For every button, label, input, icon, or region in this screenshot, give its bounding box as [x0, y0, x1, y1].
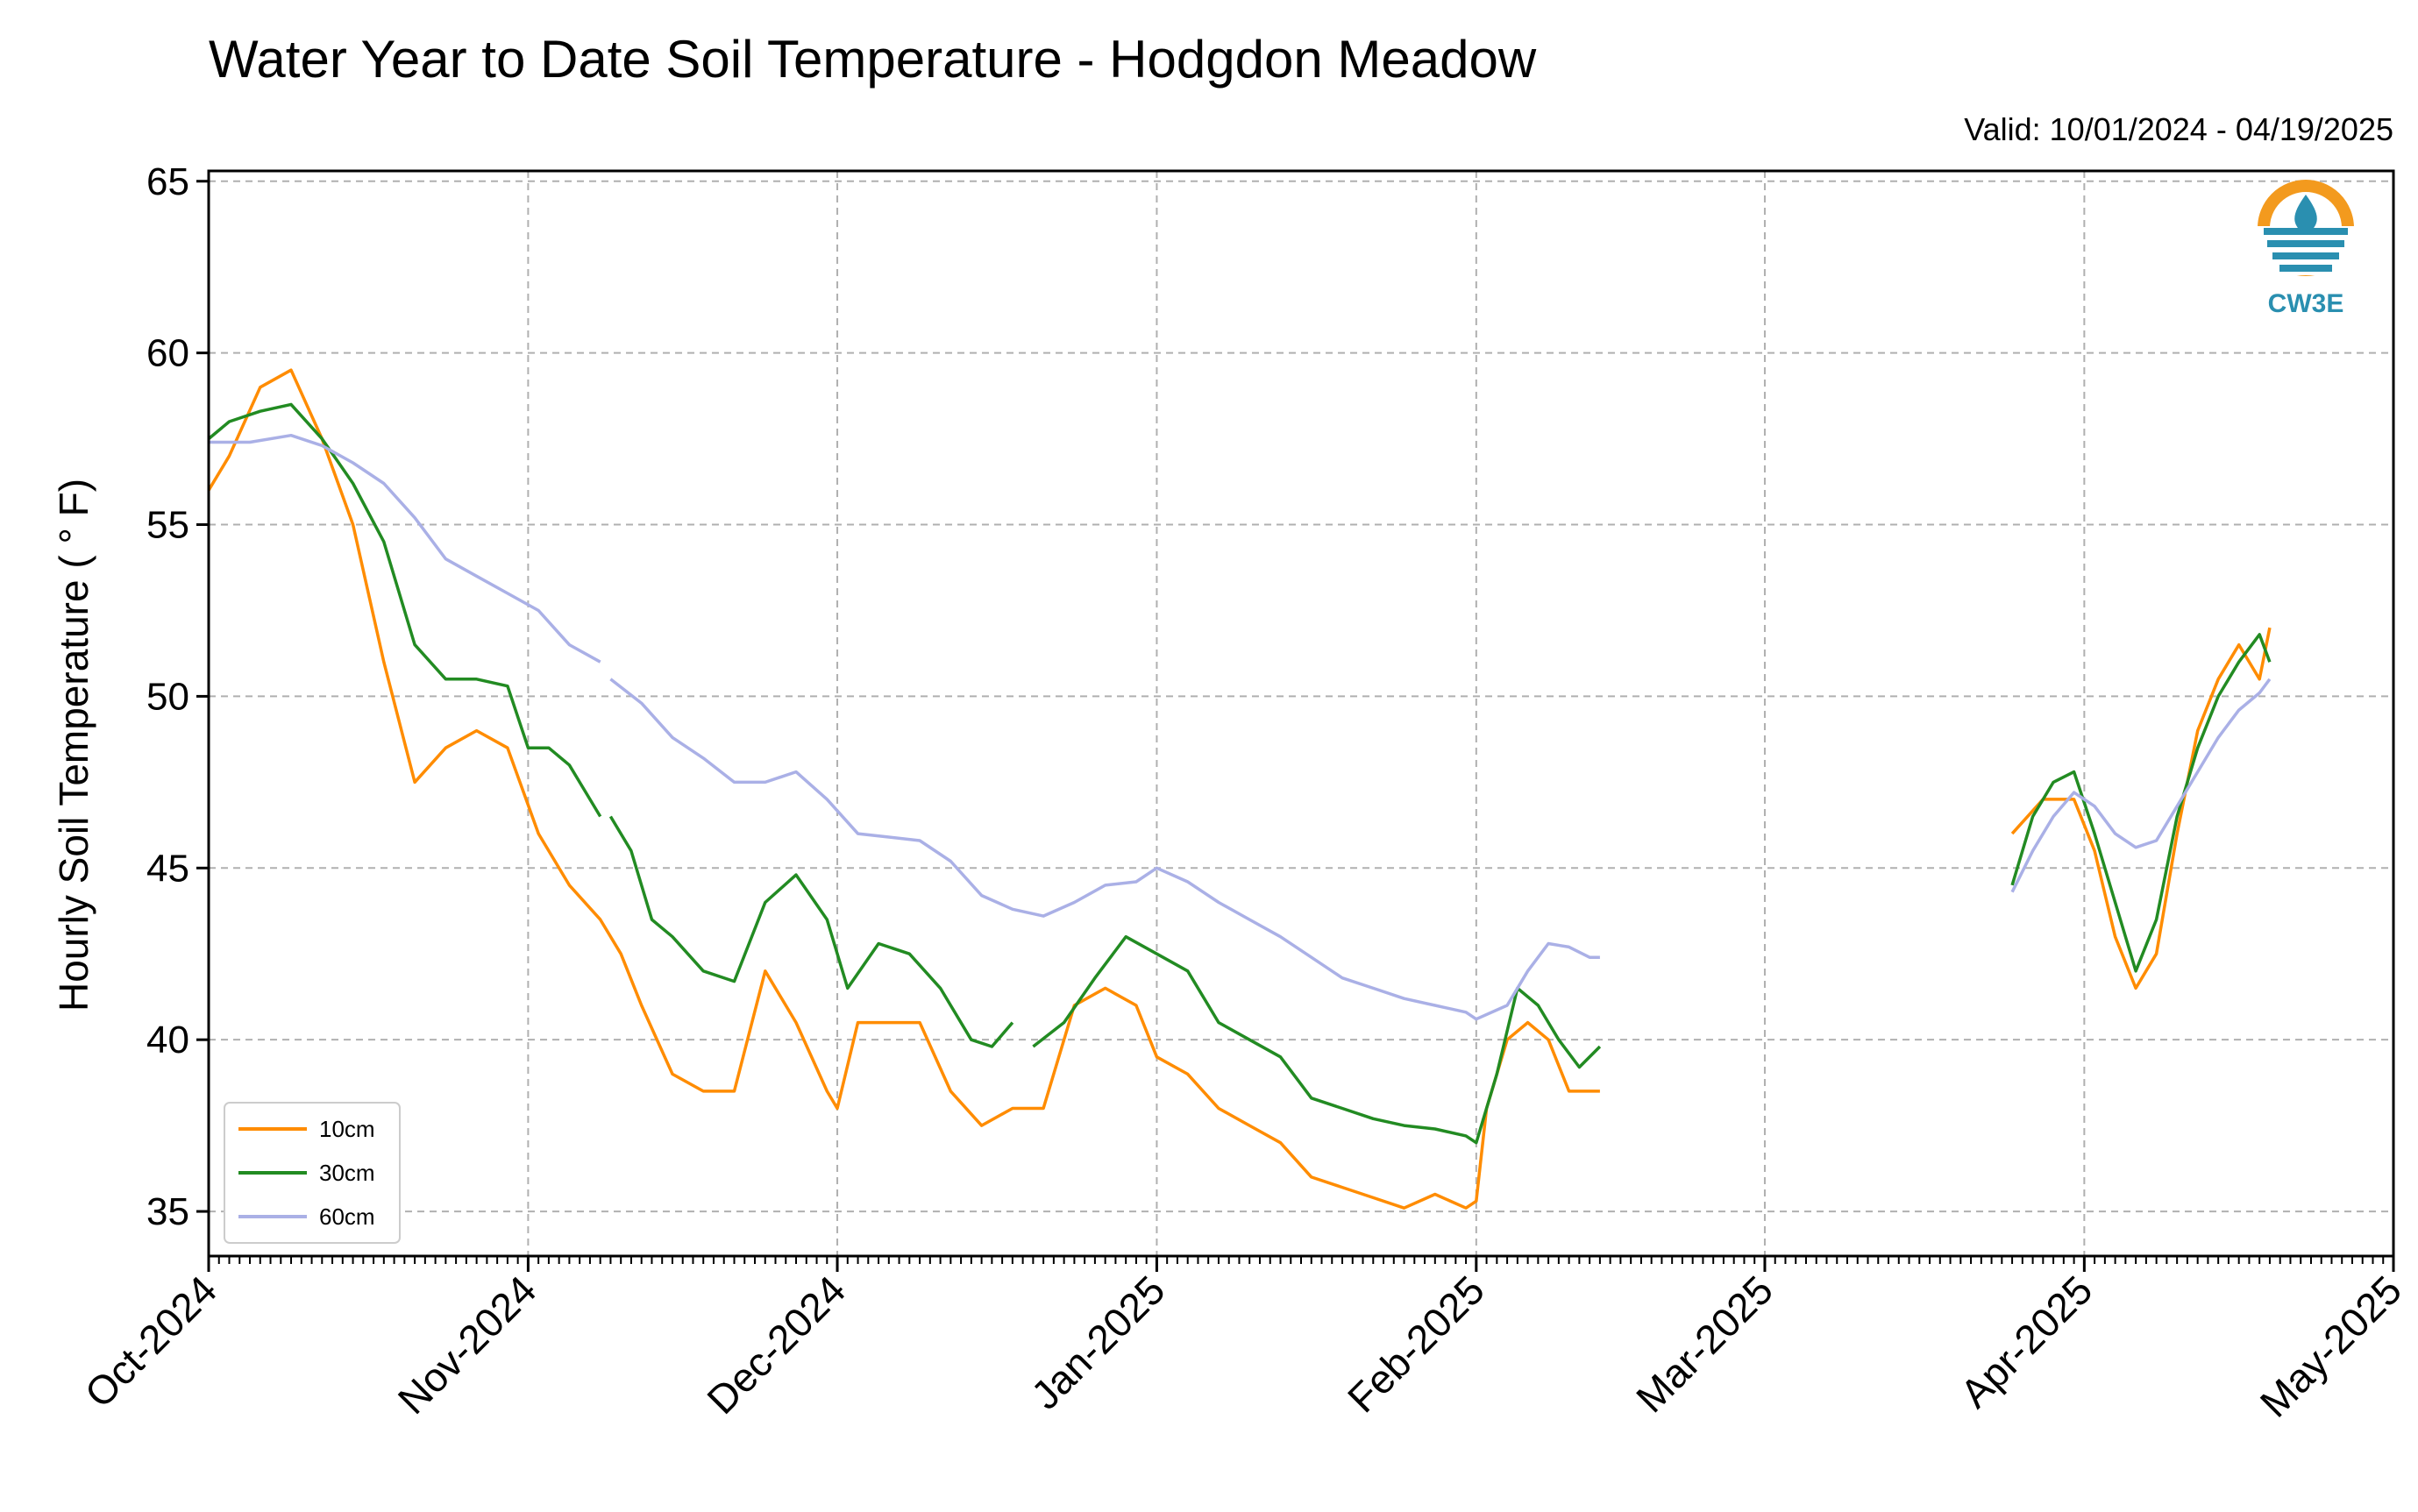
- y-tick-label: 50: [146, 675, 189, 718]
- series-line-60cm: [209, 433, 2272, 1021]
- grid: [208, 171, 2394, 1256]
- x-tick-label: Dec-2024: [698, 1267, 854, 1423]
- legend-label-10cm: 10cm: [319, 1116, 375, 1142]
- x-tick-label: Apr-2025: [1952, 1267, 2102, 1416]
- plot-frame: [207, 169, 2395, 1258]
- series-line-10cm: [207, 368, 2272, 1210]
- legend-label-60cm: 60cm: [319, 1203, 375, 1230]
- legend-box: [224, 1102, 401, 1244]
- logo-label: CW3E: [2268, 289, 2344, 318]
- x-tick-label: May-2025: [2251, 1267, 2410, 1425]
- x-tick-label: Feb-2025: [1339, 1267, 1493, 1421]
- series-lines: [207, 368, 2272, 1210]
- y-tick-label: 40: [146, 1019, 189, 1061]
- series-line-30cm: [207, 402, 2272, 1145]
- x-tick-label: Nov-2024: [389, 1267, 545, 1423]
- legend-label-30cm: 30cm: [319, 1160, 375, 1186]
- x-tick-label: Oct-2024: [76, 1267, 226, 1416]
- y-tick-label: 35: [146, 1190, 189, 1233]
- y-tick-label: 45: [146, 847, 189, 890]
- valid-range: Valid: 10/01/2024 - 04/19/2025: [1964, 111, 2393, 147]
- legend: 10cm 30cm 60cm: [224, 1102, 401, 1244]
- y-tick-label: 60: [146, 332, 189, 375]
- cw3e-logo: CW3E: [2257, 180, 2355, 318]
- x-tick-label: Jan-2025: [1022, 1267, 1173, 1417]
- y-axis-label: Hourly Soil Temperature ( ° F): [51, 479, 96, 1012]
- axis-ticks: 35 40 45 50 55 60 65 Oct-2024 Nov-2024 Dec-2024 Ja…: [76, 160, 2411, 1426]
- chart-title: Water Year to Date Soil Temperature - Ho…: [209, 30, 1537, 89]
- water-drop-icon: [2294, 195, 2317, 235]
- y-tick-label: 65: [146, 160, 189, 203]
- x-tick-label: Mar-2025: [1627, 1267, 1781, 1421]
- y-tick-label: 55: [146, 504, 189, 547]
